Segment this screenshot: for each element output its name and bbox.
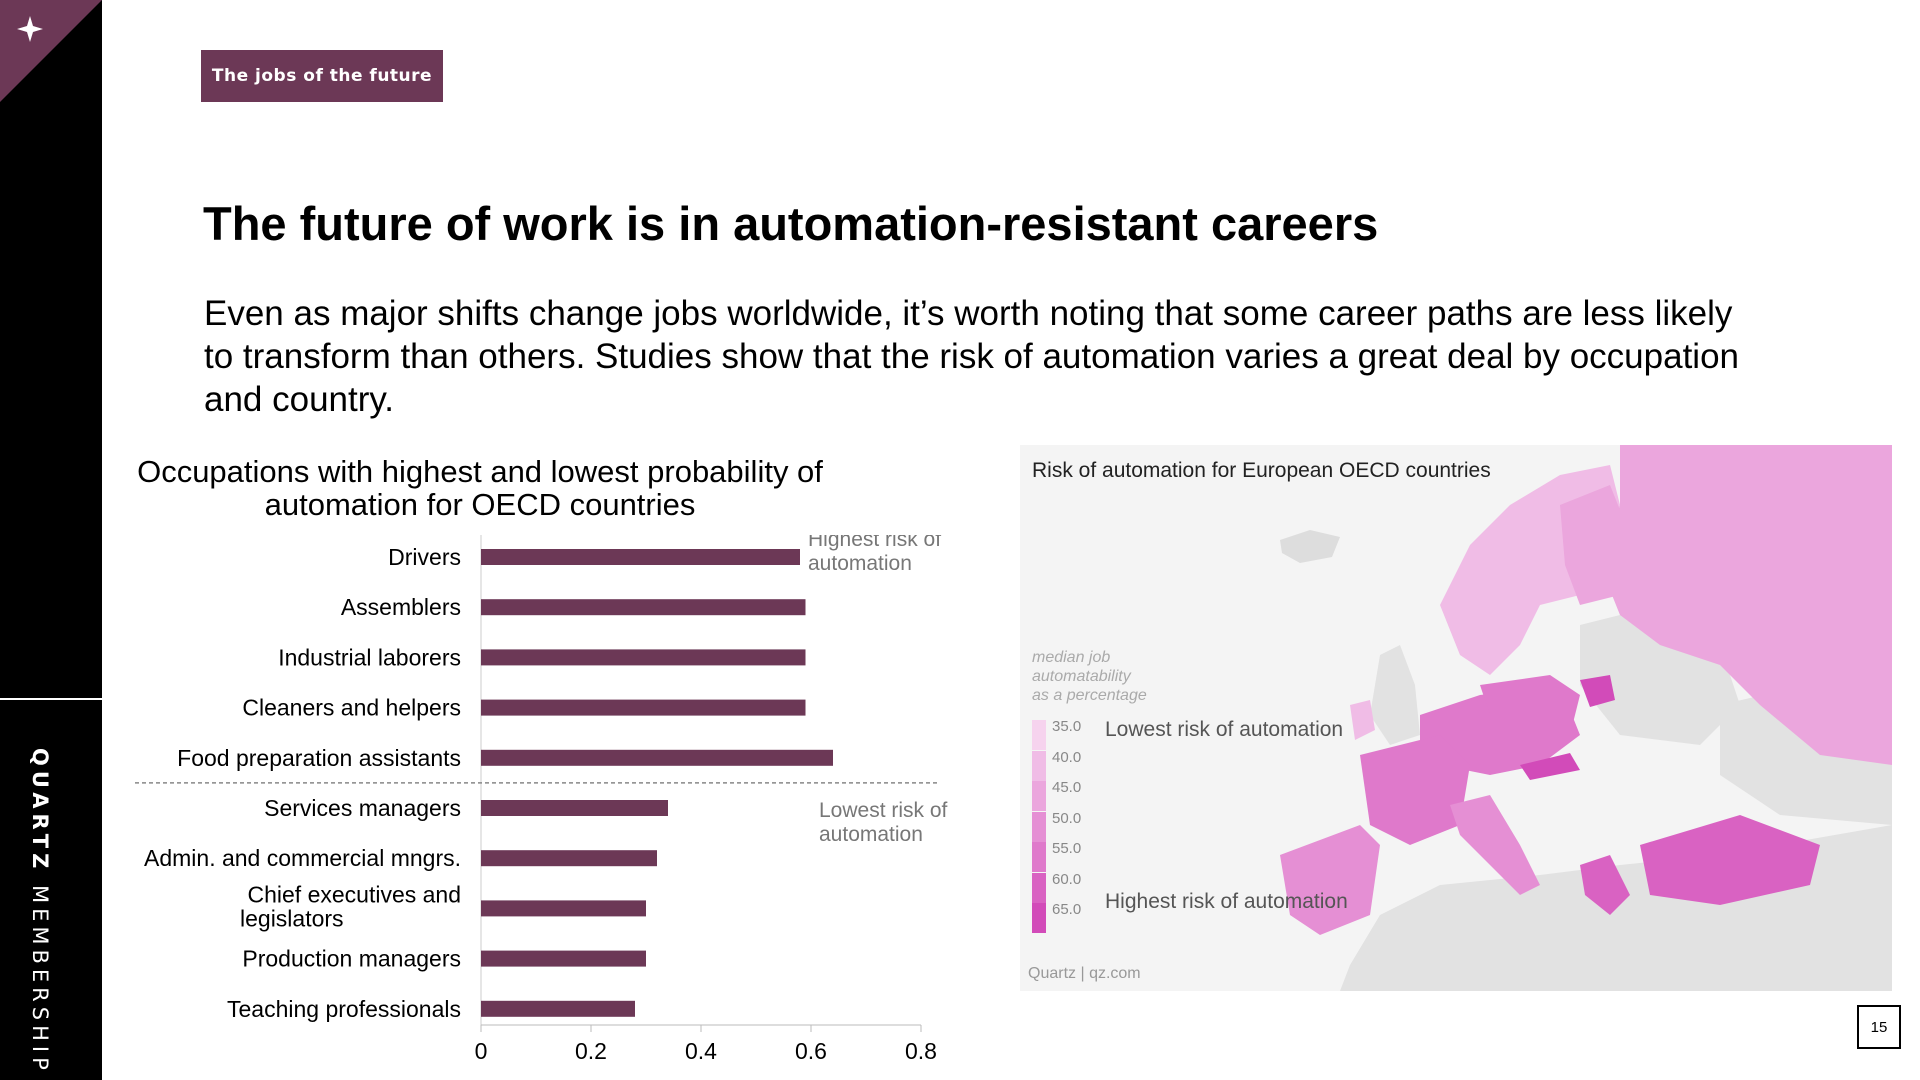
bar [481,649,806,666]
bar [481,749,833,766]
bar [481,1000,635,1017]
map-region-iceland [1280,530,1340,563]
category-label: Production managers [242,946,461,972]
x-tick-label: 0 [475,1038,488,1064]
legend-swatch [1032,903,1046,933]
category-label: Food preparation assistants [177,745,461,771]
legend-caption-line: automatability [1032,668,1131,685]
legend-tick-label: 35.0 [1052,718,1082,735]
map-region-turkey [1640,815,1820,905]
sidebar: QUARTZ MEMBERSHIP [0,0,102,1080]
category-label: Cleaners and helpers [242,695,461,721]
category-label: legislators [240,905,344,931]
legend-caption: median job automatability as a percentag… [1032,648,1147,705]
map-region-poland [1480,675,1580,735]
legend-tick-label: 45.0 [1052,779,1082,796]
bar [481,549,800,565]
x-tick-label: 0.4 [685,1038,717,1064]
legend-tick-label: 55.0 [1052,840,1082,857]
corner-badge [0,0,102,102]
risk-annotation: Highest risk of [808,535,941,551]
category-label: Chief executives and [247,881,461,907]
map-region-lithuania [1580,675,1615,707]
legend-caption-line: as a percentage [1032,687,1147,704]
legend-swatch [1032,811,1046,842]
x-tick-label: 0.6 [795,1038,827,1064]
bar [481,850,657,867]
legend-swatch [1032,842,1046,872]
map-region-france [1360,735,1470,845]
category-label: Admin. and commercial mngrs. [144,845,461,871]
body-paragraph: Even as major shifts change jobs worldwi… [204,294,1740,419]
bar [481,599,806,616]
bar [481,699,806,716]
map-source: Quartz | qz.com [1028,965,1141,982]
map-region-uk [1370,645,1420,745]
map-region-greece [1580,855,1630,915]
map-region-ireland [1350,700,1375,740]
legend-swatch [1032,872,1046,903]
legend-tick-label: 60.0 [1052,870,1082,888]
bar-chart: Drivers Assemblers Industrial laborers Clea… [135,535,948,1064]
map-title: Risk of automation for European OECD cou… [1032,459,1491,482]
brand-bold: QUARTZ [28,748,52,874]
legend-tick-label: 40.0 [1052,748,1082,766]
brand-wordmark: QUARTZ MEMBERSHIP [28,748,52,1075]
legend-swatch [1032,781,1046,811]
map-region-slovakia [1520,753,1580,780]
legend-low-note: Lowest risk of automation [1105,718,1344,741]
chart-title: Occupations with highest and lowest prob… [137,454,823,522]
legend-caption-line: median job [1032,649,1111,666]
x-tick-label: 0.2 [575,1038,607,1064]
category-label: Assemblers [341,594,461,620]
section-tag: The jobs of the future [201,50,443,102]
legend-swatch [1032,750,1046,781]
europe-map [1280,445,1892,991]
legend-tick-label: 50.0 [1052,809,1082,827]
page-number: 15 [1857,1005,1901,1049]
bar [481,950,646,967]
risk-annotation: automation [819,823,923,846]
sparkle-icon [17,16,43,42]
category-label: Industrial laborers [278,644,461,670]
category-label: Drivers [388,544,461,570]
map-panel: Risk of automation for European OECD cou… [1020,445,1892,991]
map-region-finland [1560,485,1630,605]
risk-annotation: Lowest risk of [819,799,948,822]
map-region-italy [1450,795,1540,895]
legend-tick-label: 65.0 [1052,901,1082,918]
map-region-russia [1600,445,1892,765]
risk-annotation: automation [808,552,912,575]
x-tick-label: 0.8 [905,1038,937,1064]
brand-light: MEMBERSHIP [28,884,52,1075]
bar [481,800,668,816]
legend-high-note: Highest risk of automation [1105,890,1348,913]
bar [481,900,646,917]
category-label: Services managers [264,795,461,821]
category-label: Teaching professionals [227,996,461,1022]
map-region-iberia [1280,825,1380,935]
page-title: The future of work is in automation-resi… [203,197,1379,250]
sidebar-divider [0,698,102,700]
legend-swatch [1032,720,1046,750]
